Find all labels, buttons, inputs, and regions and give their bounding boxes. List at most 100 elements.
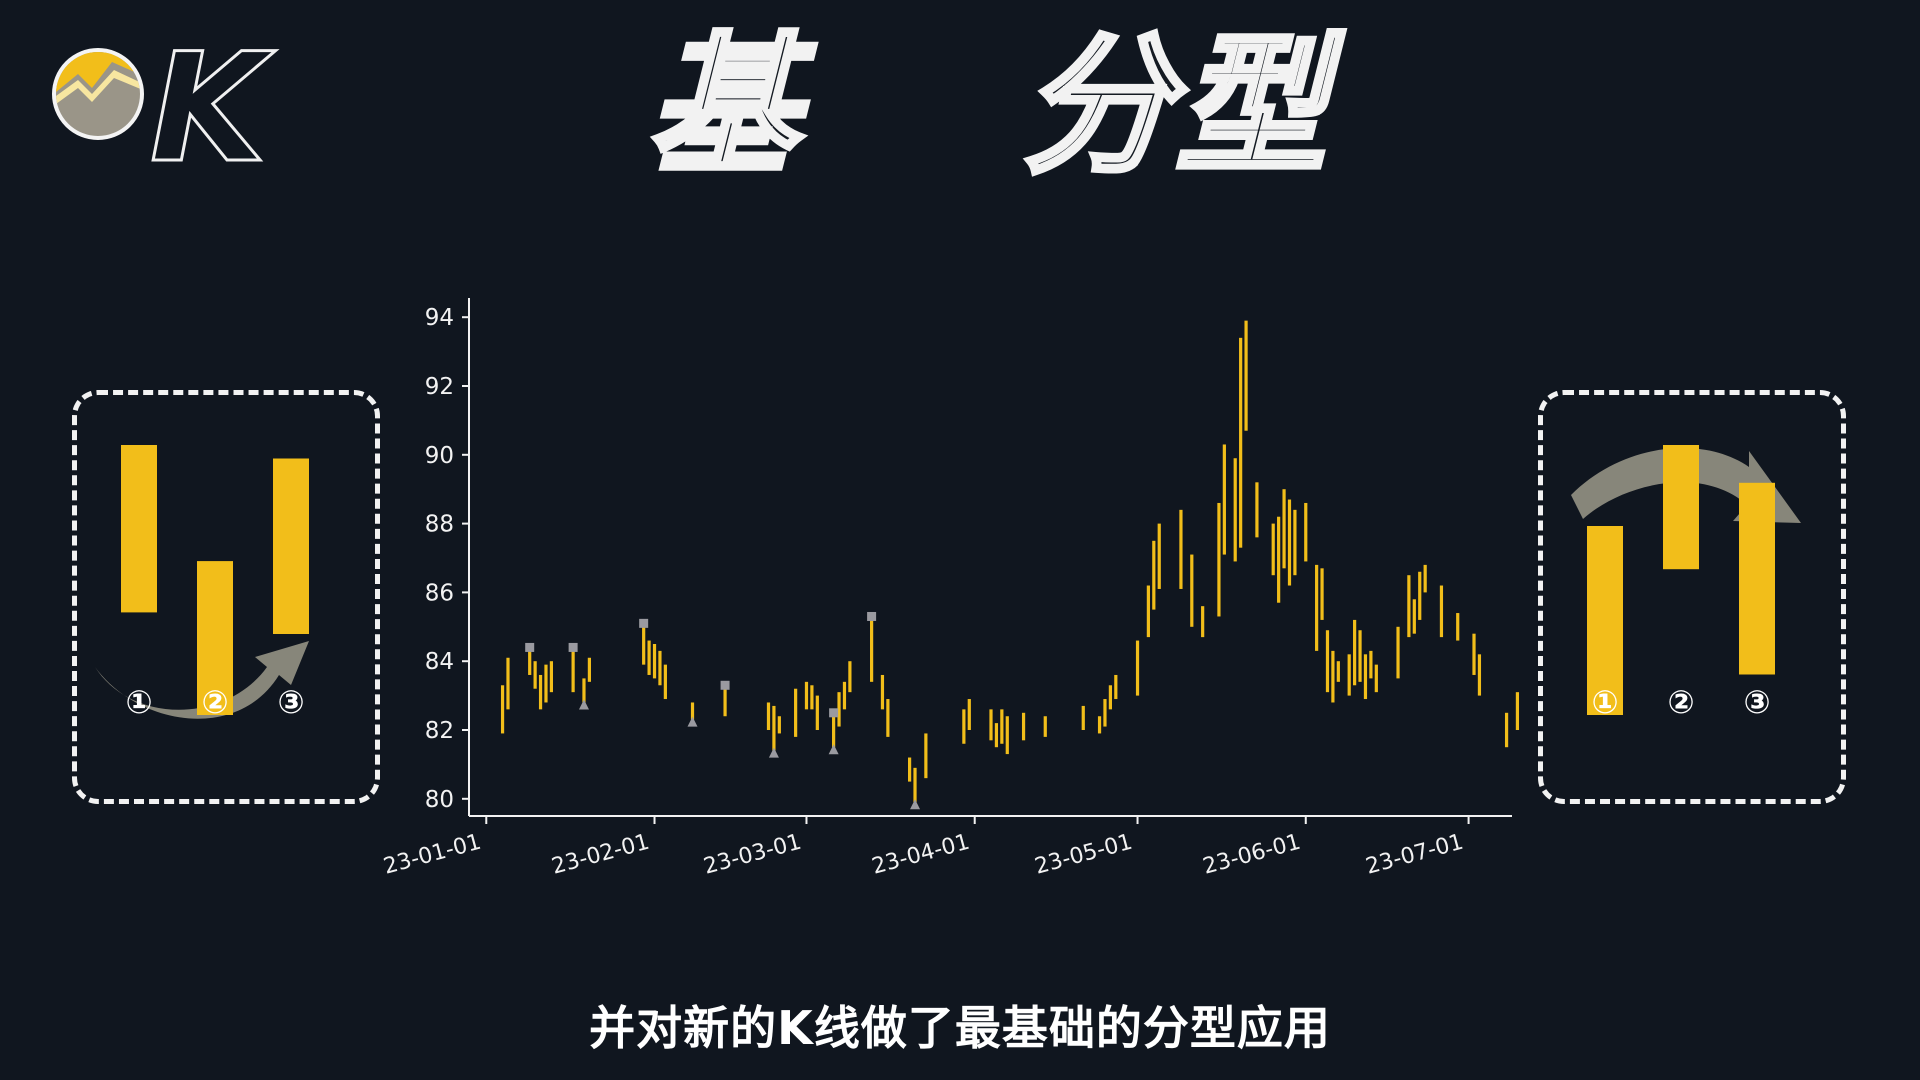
candle-bar (1255, 482, 1259, 538)
candle-bar (1396, 626, 1400, 679)
top-fractal-marker (568, 642, 578, 652)
fractal-bar-2 (197, 561, 233, 715)
candle-bar (663, 664, 667, 700)
candle-bar (1239, 337, 1243, 548)
candle-bar (1304, 502, 1308, 562)
candle-bar (1179, 509, 1183, 589)
candle-bar (913, 767, 917, 803)
candle-bar (1363, 654, 1368, 700)
candle-bar (1271, 523, 1275, 576)
candle-bar (870, 616, 874, 682)
top-fractal-marker (525, 642, 535, 652)
candle-bar (500, 685, 505, 734)
candle-bar (766, 702, 771, 730)
candle-bar (1081, 705, 1085, 730)
candle-bar (1103, 699, 1107, 727)
candle-bar (1114, 674, 1118, 700)
candle-bar (642, 623, 646, 665)
top-fractal-marker (720, 680, 730, 690)
x-tick-label: 23-03-01 (701, 830, 804, 880)
candle-bar (1152, 540, 1156, 610)
y-tick-label: 94 (425, 305, 454, 331)
candle-bar (772, 705, 776, 751)
candle-bar (549, 661, 554, 693)
candle-bar (842, 681, 847, 710)
candle-bar (1412, 599, 1416, 634)
candle-bar (506, 657, 510, 710)
candlestick-chart: 80 82 84 86 88 90 92 94 23-01-01 23-02-01 23-03-01… (381, 298, 1520, 880)
bottom-fractal-marker (828, 744, 839, 755)
candle-bar (1222, 444, 1226, 555)
candle-bar (1456, 613, 1460, 641)
candle-bar (804, 681, 809, 710)
candle-bar (1472, 633, 1476, 675)
fractal-label-1: ① (1591, 683, 1618, 721)
candle-bar (1515, 692, 1520, 730)
bottom-fractal-marker (910, 799, 921, 810)
candle-bar (533, 661, 537, 689)
y-tick-label: 84 (425, 649, 454, 675)
candle-bar (924, 733, 928, 779)
candle-bar (528, 647, 532, 675)
candle-bar (1190, 554, 1194, 627)
candle-bar (1043, 716, 1047, 737)
candle-bar (1336, 661, 1340, 682)
candle-bar (647, 640, 651, 675)
top-fractal-marker (867, 611, 877, 621)
candle-bar (1320, 568, 1324, 620)
fractal-label-2: ② (1667, 683, 1694, 721)
candle-bar (1315, 564, 1319, 651)
x-tick-label: 23-06-01 (1200, 830, 1303, 880)
candle-bar (1244, 320, 1248, 431)
candle-bar (1146, 585, 1150, 638)
candle-bar (571, 647, 575, 693)
candle-bar (652, 644, 657, 679)
page-title-part-1: 基 (645, 20, 803, 194)
candle-bar (1233, 458, 1237, 562)
x-tick-label: 23-07-01 (1363, 830, 1466, 880)
x-tick-label: 23-01-01 (381, 830, 484, 880)
x-tick-label: 23-05-01 (1032, 830, 1135, 880)
candle-bar (690, 702, 695, 720)
curved-arrow-icon (95, 641, 309, 719)
candle-bar (1277, 516, 1281, 603)
fractal-label-1: ① (125, 683, 152, 721)
candle-bar (1217, 502, 1221, 617)
candle-bar (582, 678, 586, 703)
x-tick-label: 23-02-01 (549, 830, 652, 880)
curved-arrow-icon (1571, 448, 1801, 523)
candle-bar (794, 688, 798, 737)
candle-bar (1005, 716, 1009, 755)
x-tick-label: 23-04-01 (869, 830, 972, 880)
candle-bar (815, 695, 819, 730)
candle-bar (837, 692, 841, 727)
candle-bar (1021, 712, 1026, 741)
candle-bar (1293, 509, 1297, 576)
candle-bar (1331, 650, 1335, 703)
candle-bar (1347, 654, 1351, 696)
candle-bar (1477, 654, 1482, 696)
candle-bar (777, 716, 781, 734)
candle-bar (1423, 564, 1427, 593)
candle-bar (1418, 571, 1422, 620)
fractal-bar-2 (1663, 445, 1699, 570)
candle-bar (1287, 499, 1292, 586)
bottom-fractal-diagram: ① ② ③ (72, 390, 380, 804)
page-title-part-2: 分型 (1019, 20, 1331, 194)
candle-bar (1000, 709, 1004, 744)
bottom-fractal-marker (687, 716, 698, 727)
candle-bar (1353, 619, 1357, 686)
bottom-fractal-marker (578, 699, 589, 710)
brand-logo-icon (52, 48, 144, 140)
top-fractal-diagram: ① ② ③ (1538, 390, 1846, 804)
candle-bar (544, 664, 548, 703)
y-tick-label: 88 (425, 512, 454, 538)
fractal-label-3: ③ (277, 683, 304, 721)
candle-bar (1157, 523, 1161, 589)
candle-bar (1108, 685, 1112, 710)
fractal-label-3: ③ (1743, 683, 1770, 721)
candle-bar (587, 657, 591, 682)
candle-bar (989, 709, 993, 741)
fractal-bar-3 (273, 458, 309, 634)
candle-bar (658, 650, 662, 686)
